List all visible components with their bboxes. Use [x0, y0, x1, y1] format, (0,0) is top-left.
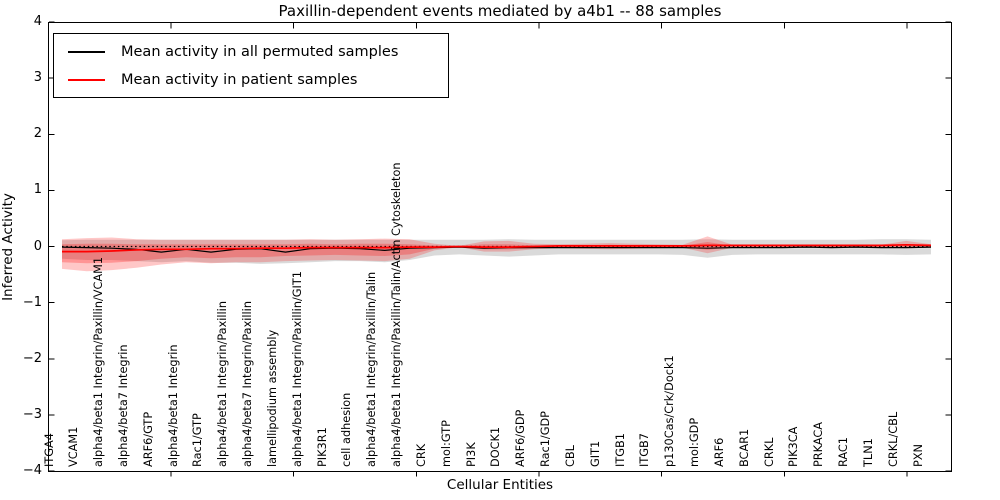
patient-samples-range-inner-band: [62, 242, 931, 264]
legend-row-permuted: Mean activity in all permuted samples: [54, 38, 448, 66]
permuted-line-sample: [68, 50, 105, 53]
legend: Mean activity in all permuted samples Me…: [53, 33, 449, 98]
patient-line-sample: [68, 78, 105, 81]
plot-frame: [48, 22, 952, 472]
legend-label-permuted: Mean activity in all permuted samples: [121, 43, 399, 60]
chart-title: Paxillin-dependent events mediated by a4…: [278, 2, 722, 20]
legend-row-patient: Mean activity in patient samples: [54, 66, 448, 94]
y-axis-label: Inferred Activity: [0, 193, 16, 301]
patient-mean-line: [62, 243, 932, 253]
legend-label-patient: Mean activity in patient samples: [121, 71, 358, 88]
x-axis-label: Cellular Entities: [446, 477, 554, 493]
